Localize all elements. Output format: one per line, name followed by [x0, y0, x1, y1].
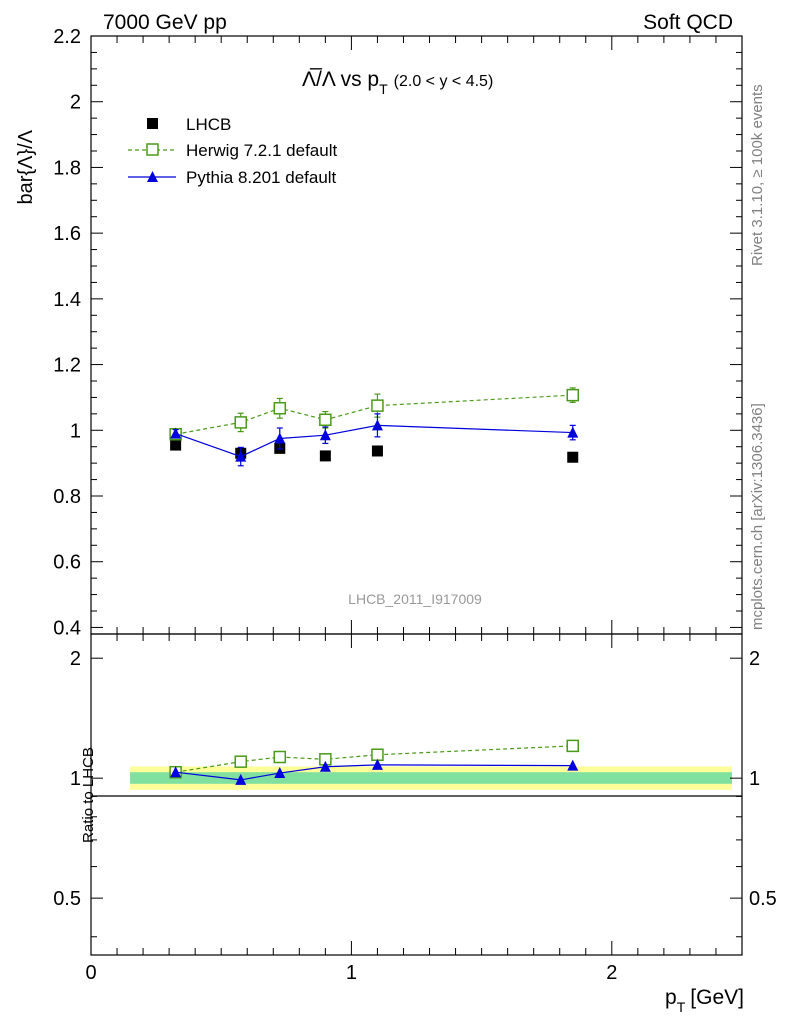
- ratio-y-tick-label-right: 2: [749, 648, 760, 670]
- ratio-point-herwig: [566, 739, 579, 753]
- mcplots-label: mcplots.cern.ch [arXiv:1306.3436]: [749, 403, 766, 630]
- ratio-y-tick-label-left: 1: [70, 768, 81, 790]
- main-point-lhcb: [371, 445, 383, 457]
- legend-marker-pythia: [147, 171, 158, 182]
- y-tick-label: 1.8: [53, 157, 81, 179]
- main-point-pythia: [274, 432, 286, 444]
- ratio-y-label: Ratio to LHCB: [80, 747, 97, 843]
- ratio-point-pythia: [235, 773, 247, 785]
- main-point-pythia: [371, 419, 383, 431]
- ratio-point-herwig: [371, 748, 384, 761]
- y-tick-label: 1.6: [53, 223, 81, 245]
- main-point-herwig: [566, 388, 579, 402]
- legend-entry-pythia: Pythia 8.201 default: [128, 168, 337, 187]
- main-y-label: bar{Λ}/Λ: [15, 129, 37, 204]
- y-tick-label: 1: [70, 420, 81, 442]
- main-line-herwig: [175, 394, 573, 435]
- ratio-ticks: [90, 634, 743, 955]
- x-tick-label: 0: [85, 962, 96, 984]
- ratio-series: [169, 739, 579, 785]
- x-axis-label-subscript: T: [677, 999, 686, 1015]
- legend-label-pythia: Pythia 8.201 default: [186, 168, 337, 187]
- ratio-point-herwig: [234, 755, 247, 768]
- main-point-pythia: [170, 427, 182, 439]
- main-point-pythia: [567, 426, 579, 438]
- ratio-point-herwig: [273, 750, 287, 764]
- legend-label-herwig: Herwig 7.2.1 default: [186, 141, 337, 160]
- x-axis-label-unit: [GeV]: [690, 986, 744, 1009]
- ratio-y-tick-label-left: 2: [70, 648, 81, 670]
- ratio-line-pythia: [175, 764, 573, 781]
- main-tick-labels: 0.4 0.6 0.8 1 1.2 1.4 1.6 1.8 2 2.2: [53, 26, 81, 639]
- main-point-herwig: [371, 399, 384, 412]
- main-series: [169, 387, 579, 467]
- ratio-tick-labels: 0.5 0.5 1 1 2 2 0 1 2: [53, 648, 777, 984]
- x-axis-label-text: p: [665, 986, 677, 1009]
- x-tick-label: 1: [346, 962, 357, 984]
- main-panel: 0.4 0.6 0.8 1 1.2 1.4 1.6 1.8 2 2.2 Λ̅/Λ vs pT (2.…: [15, 26, 743, 639]
- ratio-point-pythia: [319, 760, 331, 772]
- main-point-lhcb: [170, 439, 182, 451]
- ratio-point-pythia: [567, 759, 579, 771]
- ratio-line-herwig: [175, 745, 573, 773]
- ratio-point-pythia: [371, 758, 383, 770]
- ratio-point-pythia: [170, 766, 182, 778]
- ratio-panel: 0.5 0.5 1 1 2 2 0 1 2 Ratio to LHCB pT [GeV]: [53, 633, 777, 1015]
- ratio-band-inner: [130, 772, 732, 784]
- main-line-pythia: [175, 424, 573, 458]
- x-tick-label: 2: [606, 962, 617, 984]
- main-point-herwig: [273, 402, 287, 415]
- main-point-herwig: [319, 413, 332, 427]
- main-title-range: (2.0 < y < 4.5): [394, 73, 494, 90]
- y-tick-label: 1.4: [53, 289, 81, 311]
- legend-marker-lhcb: [147, 118, 158, 129]
- main-point-lhcb: [319, 450, 331, 462]
- legend-entry-herwig: Herwig 7.2.1 default: [128, 141, 337, 160]
- header-right: Soft QCD: [643, 11, 733, 34]
- ratio-y-tick-label-right: 1: [749, 768, 760, 790]
- y-tick-label: 2.2: [53, 26, 81, 48]
- legend-marker-herwig: [146, 143, 159, 156]
- x-axis-label: pT [GeV]: [665, 986, 744, 1015]
- legend: LHCB Herwig 7.2.1 default Pythia 8.201 d…: [128, 115, 337, 187]
- y-tick-label: 1.2: [53, 355, 81, 377]
- rivet-label: Rivet 3.1.10, ≥ 100k events: [749, 84, 766, 266]
- ratio-frame: [90, 633, 743, 956]
- ratio-bands: [130, 766, 732, 790]
- ratio-point-pythia: [274, 767, 286, 779]
- legend-label-lhcb: LHCB: [186, 115, 231, 134]
- main-title-subscript: T: [379, 81, 388, 97]
- legend-entry-lhcb: LHCB: [147, 115, 231, 134]
- watermark: LHCB_2011_I917009: [348, 591, 482, 607]
- ratio-y-tick-label-left: 0.5: [53, 888, 81, 910]
- main-point-pythia: [235, 450, 247, 462]
- y-tick-label: 0.6: [53, 552, 81, 574]
- y-tick-label: 0.4: [53, 617, 81, 639]
- header-left: 7000 GeV pp: [103, 11, 227, 34]
- y-tick-label: 0.8: [53, 486, 81, 508]
- main-point-pythia: [319, 429, 331, 441]
- main-point-lhcb: [567, 451, 579, 463]
- main-point-herwig: [234, 416, 247, 429]
- main-title-text: Λ̅/Λ vs p: [302, 68, 379, 91]
- y-tick-label: 2: [70, 92, 81, 114]
- main-title: Λ̅/Λ vs pT (2.0 < y < 4.5): [302, 68, 493, 97]
- ratio-y-tick-label-right: 0.5: [749, 888, 777, 910]
